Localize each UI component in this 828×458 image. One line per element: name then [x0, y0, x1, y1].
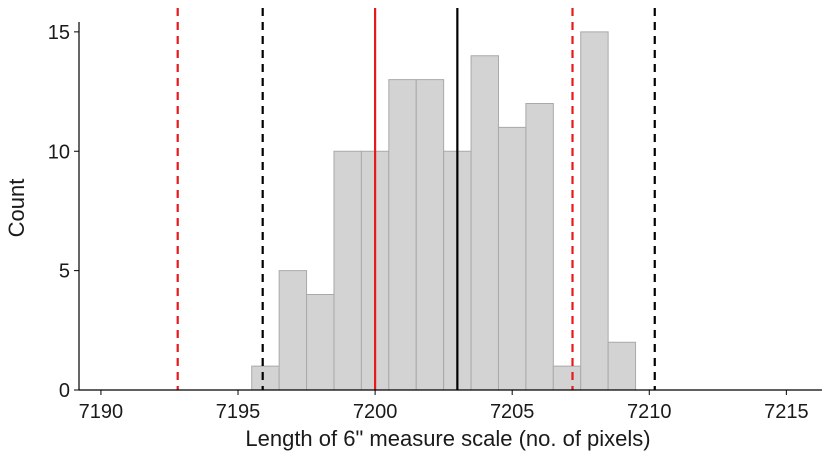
- x-axis-ticks: 7190 7195 7200 7205 7210 7215: [79, 390, 809, 423]
- axes: [78, 22, 822, 391]
- x-tick-label-3: 7205: [490, 401, 535, 423]
- x-tick-label-1: 7195: [216, 401, 261, 423]
- x-tick-label-2: 7200: [353, 401, 398, 423]
- histogram-bar-10: [525, 103, 554, 391]
- histogram-bar-9: [497, 126, 527, 391]
- y-tick-label-3: 15: [48, 22, 70, 44]
- histogram-bars: [251, 31, 637, 391]
- y-tick-label-1: 5: [59, 261, 70, 283]
- y-tick-label-2: 10: [48, 141, 70, 163]
- histogram-bar-6: [415, 79, 445, 391]
- histogram-bar-13: [607, 341, 637, 391]
- y-tick-label-0: 0: [59, 380, 70, 402]
- reference-lines: [176, 8, 656, 390]
- y-axis-ticks: 0 5 10 15: [48, 22, 79, 402]
- y-axis-title: Count: [4, 179, 29, 238]
- histogram-bar-1: [278, 270, 308, 391]
- histogram-bar-0: [251, 365, 280, 391]
- histogram-bar-12: [580, 31, 609, 391]
- histogram-bar-8: [470, 55, 499, 391]
- histogram-bar-11: [552, 365, 582, 391]
- x-axis-title: Length of 6" measure scale (no. of pixel…: [245, 426, 650, 451]
- x-tick-label-0: 7190: [79, 401, 124, 423]
- x-tick-label-4: 7210: [627, 401, 672, 423]
- x-tick-label-5: 7215: [764, 401, 809, 423]
- histogram-bar-2: [306, 294, 335, 391]
- histogram-bar-5: [388, 79, 417, 391]
- histogram-bar-3: [333, 150, 362, 391]
